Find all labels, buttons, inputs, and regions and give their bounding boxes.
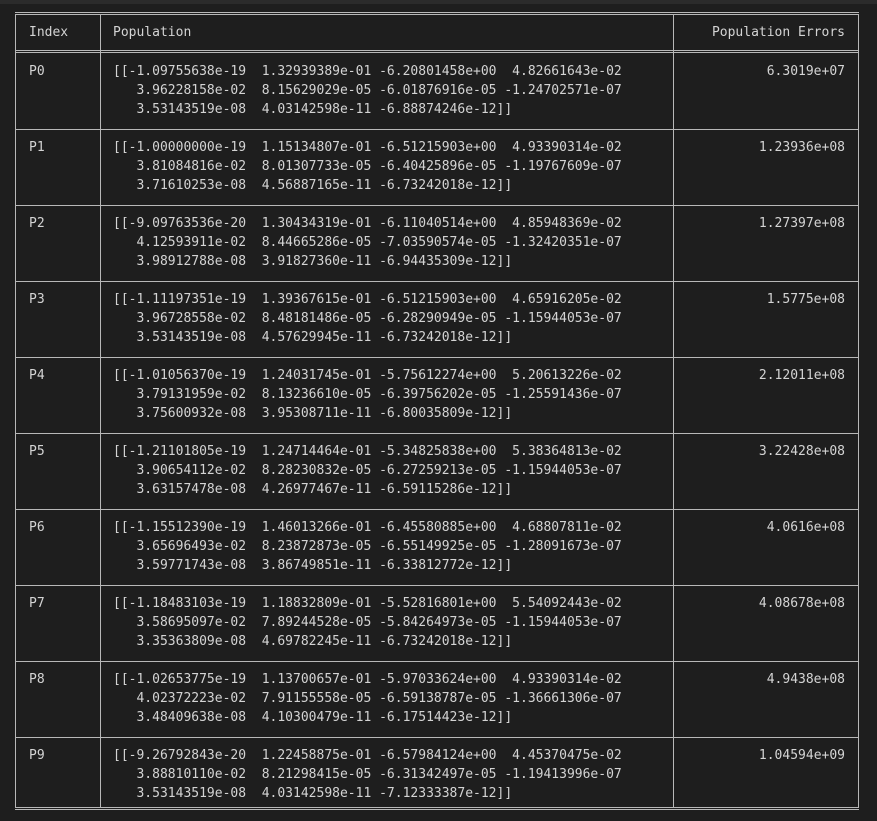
row-separator	[15, 585, 859, 587]
column-divider-index	[100, 15, 101, 807]
row-error: 2.12011e+08	[758, 368, 845, 383]
row-index: P3	[29, 292, 45, 307]
row-index: P6	[29, 520, 45, 535]
row-error: 4.9438e+08	[766, 672, 845, 687]
table-border-left	[15, 15, 16, 807]
row-population: [[-1.18483103e-19 1.18832809e-01 -5.5281…	[113, 596, 622, 649]
row-population: [[-1.21101805e-19 1.24714464e-01 -5.3482…	[113, 444, 622, 497]
row-separator	[15, 737, 859, 739]
header-population-errors: Population Errors	[711, 25, 845, 40]
table-row: P8 [[-1.02653775e-19 1.13700657e-01 -5.9…	[15, 661, 859, 737]
row-error: 4.0616e+08	[766, 520, 845, 535]
row-separator	[15, 205, 859, 207]
output-top-edge	[0, 0, 877, 4]
table-row: P7 [[-1.18483103e-19 1.18832809e-01 -5.5…	[15, 585, 859, 661]
population-table: Index Population Population Errors P0 [[…	[15, 12, 859, 810]
row-error: 1.27397e+08	[758, 216, 845, 231]
row-index: P2	[29, 216, 45, 231]
row-population: [[-1.15512390e-19 1.46013266e-01 -6.4558…	[113, 520, 622, 573]
row-population: [[-1.01056370e-19 1.24031745e-01 -5.7561…	[113, 368, 622, 421]
table-header: Index Population Population Errors	[15, 15, 859, 53]
table-row: P0 [[-1.09755638e-19 1.32939389e-01 -6.2…	[15, 53, 859, 129]
row-index: P8	[29, 672, 45, 687]
row-error: 1.23936e+08	[758, 140, 845, 155]
row-separator	[15, 509, 859, 511]
table-row: P2 [[-9.09763536e-20 1.30434319e-01 -6.1…	[15, 205, 859, 281]
table-row: P6 [[-1.15512390e-19 1.46013266e-01 -6.4…	[15, 509, 859, 585]
column-divider-population	[673, 15, 674, 807]
row-error: 1.5775e+08	[766, 292, 845, 307]
header-index: Index	[29, 25, 69, 40]
row-separator	[15, 433, 859, 435]
table-row: P1 [[-1.00000000e-19 1.15134807e-01 -6.5…	[15, 129, 859, 205]
row-population: [[-1.02653775e-19 1.13700657e-01 -5.9703…	[113, 672, 622, 725]
row-population: [[-1.11197351e-19 1.39367615e-01 -6.5121…	[113, 292, 622, 345]
row-index: P0	[29, 64, 45, 79]
header-population: Population	[113, 25, 192, 40]
row-index: P5	[29, 444, 45, 459]
table-row: P3 [[-1.11197351e-19 1.39367615e-01 -6.5…	[15, 281, 859, 357]
row-separator	[15, 661, 859, 663]
row-index: P4	[29, 368, 45, 383]
row-index: P9	[29, 748, 45, 763]
row-error: 3.22428e+08	[758, 444, 845, 459]
row-population: [[-9.09763536e-20 1.30434319e-01 -6.1104…	[113, 216, 622, 269]
row-index: P7	[29, 596, 45, 611]
row-separator	[15, 357, 859, 359]
table-row: P9 [[-9.26792843e-20 1.22458875e-01 -6.5…	[15, 737, 859, 813]
row-error: 6.3019e+07	[766, 64, 845, 79]
row-error: 1.04594e+09	[758, 748, 845, 763]
row-error: 4.08678e+08	[758, 596, 845, 611]
row-separator	[15, 129, 859, 131]
row-population: [[-1.09755638e-19 1.32939389e-01 -6.2080…	[113, 64, 622, 117]
row-population: [[-1.00000000e-19 1.15134807e-01 -6.5121…	[113, 140, 622, 193]
row-separator	[15, 281, 859, 283]
table-border-right	[858, 15, 859, 807]
row-population: [[-9.26792843e-20 1.22458875e-01 -6.5798…	[113, 748, 622, 801]
table-row: P5 [[-1.21101805e-19 1.24714464e-01 -5.3…	[15, 433, 859, 509]
row-index: P1	[29, 140, 45, 155]
table-row: P4 [[-1.01056370e-19 1.24031745e-01 -5.7…	[15, 357, 859, 433]
